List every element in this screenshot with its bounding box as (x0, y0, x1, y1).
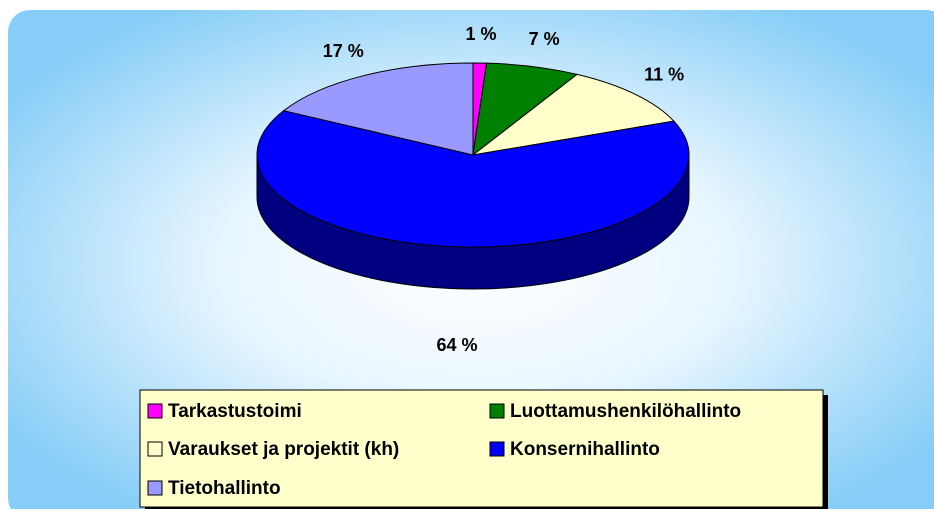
data-label: 1 % (465, 24, 496, 44)
data-label: 64 % (436, 335, 477, 355)
data-label: 7 % (529, 29, 560, 49)
pie-slice (256, 110, 690, 248)
pie (256, 62, 690, 290)
legend-swatch (147, 480, 163, 496)
legend-swatch (489, 403, 505, 419)
data-labels: 1 % 7 % 11 % 64 % 17 % (323, 24, 684, 355)
pie-slice (282, 62, 474, 156)
legend-entries: Tarkastustoimi Luottamushenkilöhallinto Va… (147, 401, 741, 499)
legend-swatch (147, 441, 163, 457)
legend-label: Konsernihallinto (510, 439, 660, 460)
legend-swatch (147, 403, 163, 419)
legend-swatch (489, 441, 505, 457)
legend-label: Varaukset ja projektit (kh) (168, 439, 399, 460)
legend (139, 389, 824, 508)
legend-label: Tarkastustoimi (168, 401, 302, 422)
data-label: 17 % (323, 41, 364, 61)
legend-label: Tietohallinto (168, 478, 281, 499)
legend-label: Luottamushenkilöhallinto (510, 401, 741, 422)
pie-slice (472, 73, 675, 156)
data-label: 11 % (644, 65, 684, 85)
